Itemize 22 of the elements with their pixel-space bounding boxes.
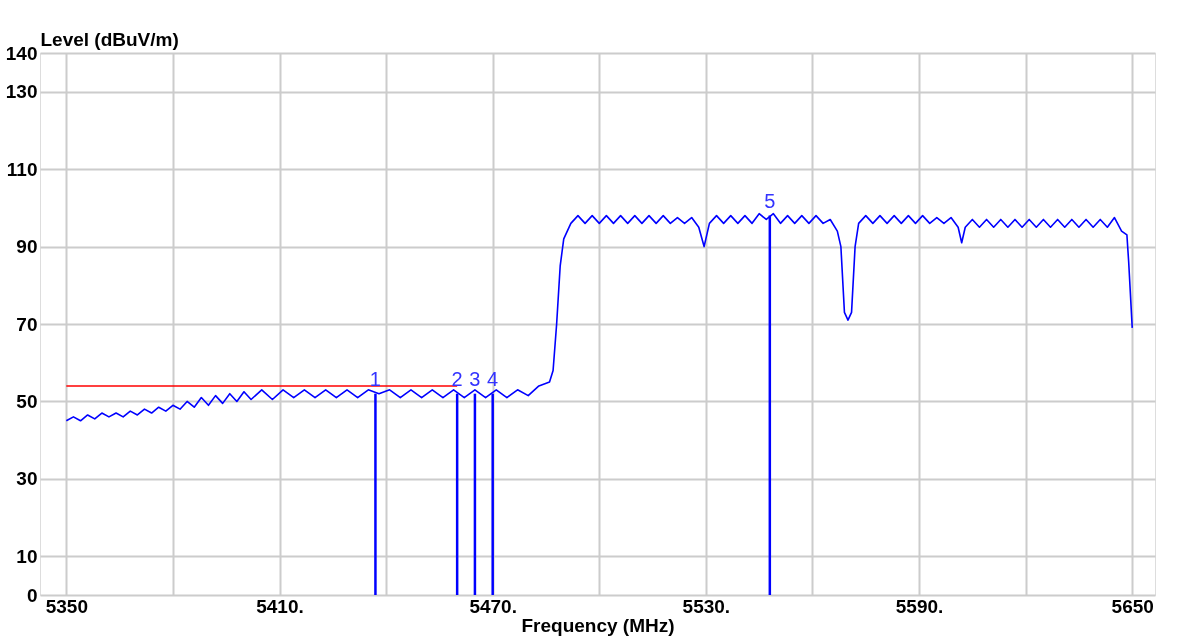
y-tick-label: 130	[5, 81, 38, 103]
y-tick-label: 0	[26, 584, 38, 606]
y-tick-label: 70	[16, 313, 38, 335]
x-tick-label: 5650	[1111, 595, 1154, 617]
y-axis-title: Level (dBuV/m)	[40, 28, 179, 50]
annotation: 3	[469, 367, 481, 390]
y-tick-label: 110	[6, 158, 38, 180]
x-tick-label: 5590.	[895, 595, 944, 617]
y-tick-label: 10	[16, 545, 38, 567]
y-tick-label: 50	[16, 390, 38, 412]
x-tick-label: 5530.	[682, 595, 731, 617]
y-tick-label: 30	[16, 468, 38, 490]
x-tick-label: 5350	[45, 595, 88, 617]
x-axis-title: Frequency (MHz)	[521, 614, 675, 636]
annotation: 4	[487, 367, 499, 390]
annotation: 5	[764, 189, 776, 212]
y-tick-label: 140	[5, 42, 38, 64]
annotation: 2	[451, 367, 463, 390]
x-tick-label: 5410.	[256, 595, 304, 617]
y-tick-label: 90	[16, 236, 38, 258]
annotation: 1	[369, 367, 381, 390]
x-tick-label: 5470.	[469, 595, 517, 617]
